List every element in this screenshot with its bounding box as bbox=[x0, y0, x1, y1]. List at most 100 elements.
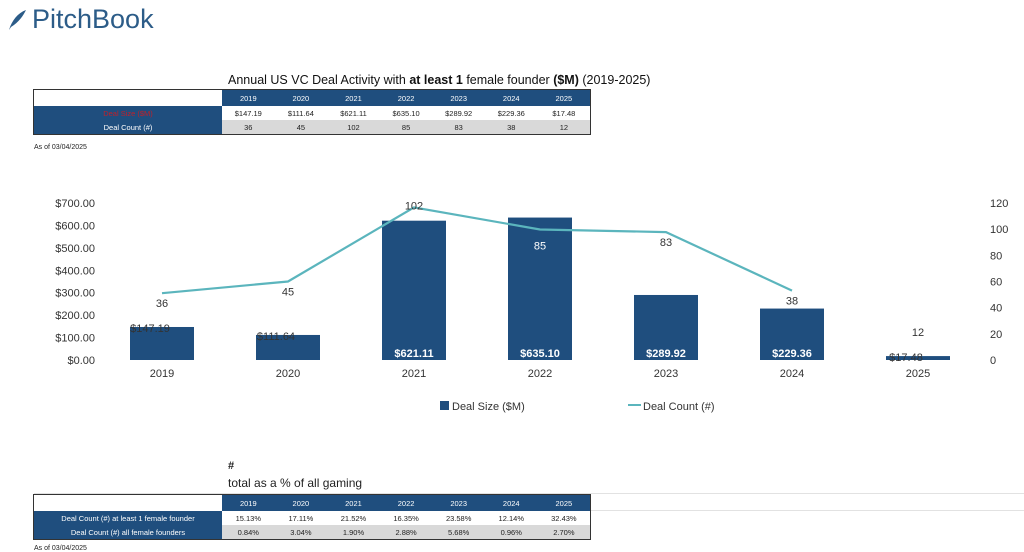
right-axis-tick: 60 bbox=[990, 277, 1002, 289]
bar-data-label: $147.19 bbox=[130, 323, 170, 335]
year-header: 2023 bbox=[432, 89, 485, 106]
as-of-date: As of 03/04/2025 bbox=[34, 144, 87, 151]
year-header: 2023 bbox=[432, 494, 485, 511]
table-cell: 16.35% bbox=[379, 511, 433, 525]
table-cell: $111.64 bbox=[274, 106, 328, 120]
line-data-label: 83 bbox=[660, 237, 672, 249]
table-cell: 12 bbox=[537, 120, 591, 135]
left-axis-tick: $100.00 bbox=[55, 333, 95, 345]
table-cell: 21.52% bbox=[327, 511, 380, 525]
year-header: 2020 bbox=[274, 494, 328, 511]
row-label: Deal Count (#) at least 1 female founder bbox=[33, 511, 222, 525]
table-cell: $147.19 bbox=[222, 106, 275, 120]
bar-data-label: $17.48 bbox=[889, 352, 923, 364]
table-cell: 17.11% bbox=[274, 511, 328, 525]
x-axis-tick: 2020 bbox=[276, 368, 300, 380]
right-axis-tick: 100 bbox=[990, 224, 1008, 236]
year-header: 2021 bbox=[327, 89, 380, 106]
table-cell: 102 bbox=[327, 120, 380, 135]
logo-text: PitchBook bbox=[32, 4, 154, 34]
left-axis-tick: $700.00 bbox=[55, 198, 95, 210]
bar-deal-size bbox=[256, 334, 320, 360]
table-cell: 23.58% bbox=[432, 511, 485, 525]
left-axis-tick: $200.00 bbox=[55, 310, 95, 322]
table-cell: 15.13% bbox=[222, 511, 275, 525]
bar-data-label: $621.11 bbox=[394, 348, 433, 360]
year-header: 2022 bbox=[379, 494, 433, 511]
table-cell: 5.68% bbox=[432, 525, 485, 540]
x-axis-tick: 2024 bbox=[780, 368, 804, 380]
table-cell: 38 bbox=[484, 120, 538, 135]
quill-icon bbox=[9, 9, 26, 30]
x-axis-tick: 2021 bbox=[402, 368, 426, 380]
x-axis-tick: 2019 bbox=[150, 368, 174, 380]
year-header: 2025 bbox=[537, 494, 591, 511]
right-axis-tick: 120 bbox=[990, 198, 1008, 210]
table-cell: 0.84% bbox=[222, 525, 275, 540]
row-label: Deal Size ($M) bbox=[33, 106, 222, 120]
table-cell: $635.10 bbox=[379, 106, 433, 120]
line-data-label: 45 bbox=[282, 287, 294, 299]
bar-data-label: $111.64 bbox=[257, 331, 295, 343]
hash-label: # bbox=[228, 460, 235, 472]
year-header: 2019 bbox=[222, 494, 275, 511]
empty-cell bbox=[33, 494, 222, 511]
table-cell: $17.48 bbox=[537, 106, 591, 120]
bottom-table-subtitle: total as a % of all gaming bbox=[228, 476, 363, 490]
left-axis-tick: $0.00 bbox=[67, 355, 95, 367]
line-data-label: 38 bbox=[786, 296, 798, 308]
table-cell: 2.88% bbox=[379, 525, 433, 540]
left-axis-tick: $600.00 bbox=[55, 220, 95, 232]
bar-deal-size bbox=[760, 308, 824, 360]
year-header: 2025 bbox=[537, 89, 591, 106]
table-cell: 2.70% bbox=[537, 525, 591, 540]
line-deal-count bbox=[161, 206, 793, 295]
empty-cell bbox=[33, 89, 222, 106]
x-axis-tick: 2023 bbox=[654, 368, 678, 380]
year-header: 2024 bbox=[484, 89, 538, 106]
right-axis-tick: 20 bbox=[990, 329, 1002, 341]
left-axis-tick: $300.00 bbox=[55, 288, 95, 300]
row-label: Deal Count (#) bbox=[33, 120, 222, 135]
x-axis-tick: 2022 bbox=[528, 368, 552, 380]
pitchbook-logo: PitchBook bbox=[6, 4, 154, 35]
table-cell: 83 bbox=[432, 120, 485, 135]
legend-bar-swatch bbox=[440, 401, 449, 410]
table-cell: $621.11 bbox=[327, 106, 380, 120]
left-axis-tick: $400.00 bbox=[55, 265, 95, 277]
bar-deal-size bbox=[634, 294, 698, 360]
row-label: Deal Count (#) all female founders bbox=[33, 525, 222, 540]
table-cell: $289.92 bbox=[432, 106, 485, 120]
table-cell: 85 bbox=[379, 120, 433, 135]
table-cell: 32.43% bbox=[537, 511, 591, 525]
year-header: 2019 bbox=[222, 89, 275, 106]
year-header: 2022 bbox=[379, 89, 433, 106]
table-cell: 45 bbox=[274, 120, 328, 135]
bar-deal-size bbox=[130, 326, 194, 360]
x-axis-tick: 2025 bbox=[906, 368, 930, 380]
year-header: 2020 bbox=[274, 89, 328, 106]
legend-deal-size: Deal Size ($M) bbox=[452, 401, 525, 413]
right-axis-tick: 0 bbox=[990, 355, 996, 367]
line-data-label: 36 bbox=[156, 298, 168, 310]
table-cell: 0.96% bbox=[484, 525, 538, 540]
left-axis-tick: $500.00 bbox=[55, 243, 95, 255]
table-cell: 1.90% bbox=[327, 525, 380, 540]
top-table-title: Annual US VC Deal Activity with at least… bbox=[228, 73, 651, 87]
year-header: 2024 bbox=[484, 494, 538, 511]
right-axis-tick: 80 bbox=[990, 250, 1002, 262]
table-cell: 12.14% bbox=[484, 511, 538, 525]
divider bbox=[34, 493, 1024, 494]
table-cell: $229.36 bbox=[484, 106, 538, 120]
bar-data-label: $289.92 bbox=[646, 348, 686, 360]
top-data-table: 2019 2020 2021 2022 2023 2024 2025 Deal Size ($… bbox=[33, 89, 592, 135]
line-data-label: 12 bbox=[912, 327, 924, 339]
table-cell: 36 bbox=[222, 120, 275, 135]
table-cell: 3.04% bbox=[274, 525, 328, 540]
bar-data-label: $635.10 bbox=[520, 348, 560, 360]
bar-deal-size bbox=[886, 356, 950, 360]
line-data-label: 102 bbox=[405, 200, 423, 212]
bar-deal-size bbox=[382, 220, 446, 360]
as-of-date-bottom: As of 03/04/2025 bbox=[34, 545, 87, 552]
year-header: 2021 bbox=[327, 494, 380, 511]
